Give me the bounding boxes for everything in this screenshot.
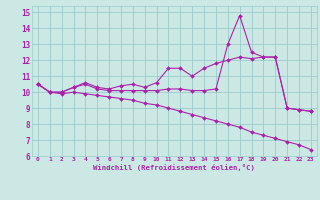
X-axis label: Windchill (Refroidissement éolien,°C): Windchill (Refroidissement éolien,°C) bbox=[93, 164, 255, 171]
